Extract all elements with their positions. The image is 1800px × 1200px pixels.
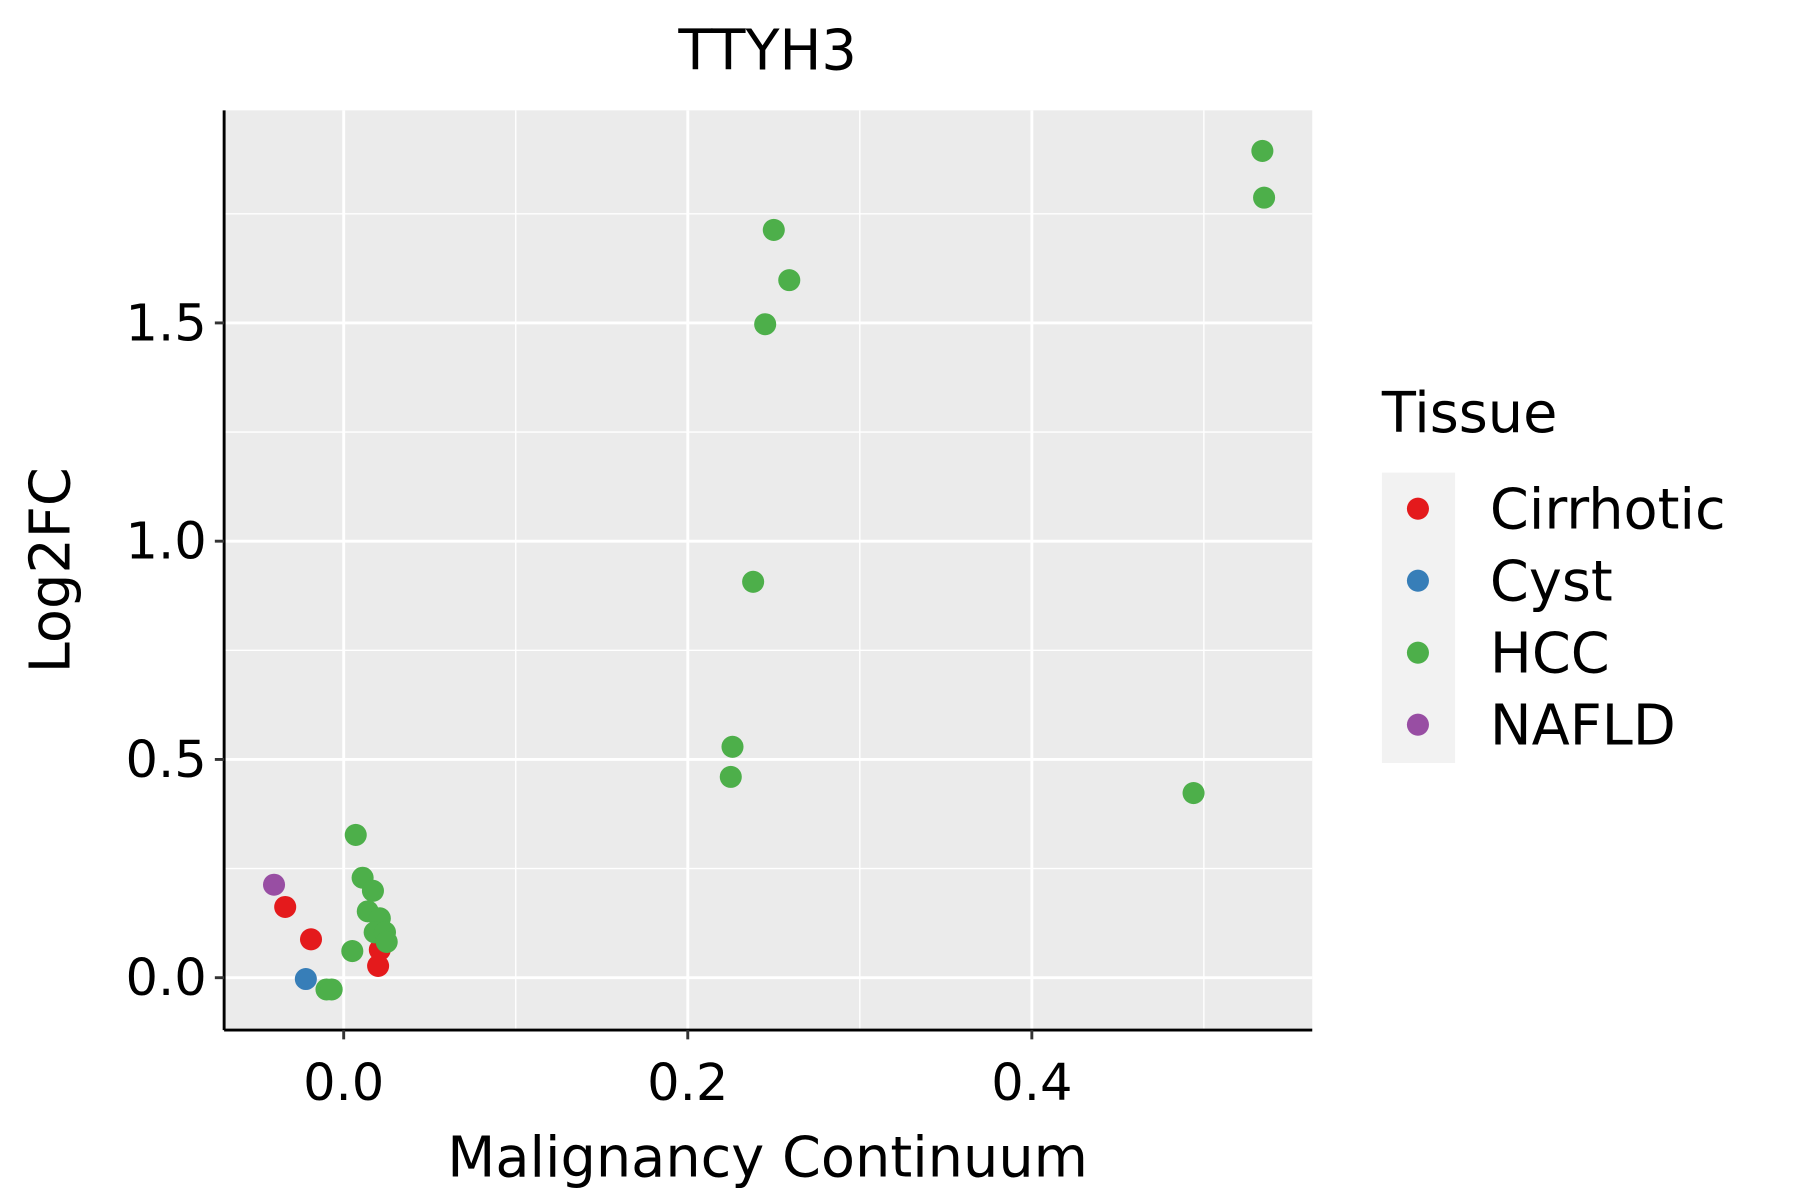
data-point-hcc <box>344 823 367 846</box>
data-point-hcc <box>1182 782 1205 805</box>
data-point-hcc <box>341 940 364 963</box>
y-tick-label: 0.5 <box>125 731 206 790</box>
data-point-hcc <box>361 879 384 902</box>
chart-title: TTYH3 <box>677 19 857 84</box>
points <box>262 139 1276 1001</box>
x-tick-label: 0.0 <box>303 1054 384 1113</box>
legend-key-hcc <box>1406 641 1429 664</box>
legend-key-cyst <box>1406 569 1429 592</box>
legend-key-nafld <box>1406 713 1429 736</box>
legend-label-cyst: Cyst <box>1490 549 1613 614</box>
data-point-cirrhotic <box>274 895 297 919</box>
legend-label-nafld: NAFLD <box>1490 693 1676 758</box>
data-point-hcc <box>375 930 398 953</box>
data-point-cirrhotic <box>299 928 323 951</box>
plot-panel <box>224 110 1313 1031</box>
y-axis-label: Log2FC <box>19 467 84 673</box>
legend-key-cirrhotic <box>1406 497 1429 520</box>
ticks: 0.0 0.2 0.4 0.0 0.5 1.0 1.5 <box>125 294 1072 1112</box>
data-point-hcc <box>320 978 343 1001</box>
data-point-cirrhotic <box>367 954 390 977</box>
data-point-hcc <box>719 765 742 788</box>
data-point-hcc <box>721 735 744 758</box>
data-point-hcc <box>1253 186 1276 209</box>
x-tick-label: 0.2 <box>647 1054 728 1113</box>
legend: Tissue Cirrhotic Cyst HCC NAFLD <box>1381 381 1726 763</box>
data-point-cyst <box>294 967 317 991</box>
legend-title: Tissue <box>1381 381 1558 446</box>
x-tick-label: 0.4 <box>991 1054 1072 1113</box>
y-tick-label: 0.0 <box>125 949 206 1008</box>
data-point-hcc <box>742 570 765 593</box>
data-point-hcc <box>1251 139 1274 162</box>
y-tick-label: 1.5 <box>125 294 206 353</box>
legend-label-cirrhotic: Cirrhotic <box>1490 477 1726 542</box>
legend-label-hcc: HCC <box>1490 621 1610 686</box>
data-point-hcc <box>778 269 801 292</box>
data-point-hcc <box>754 313 777 336</box>
data-point-hcc <box>762 218 785 241</box>
x-axis-label: Malignancy Continuum <box>447 1125 1088 1190</box>
data-point-nafld <box>262 873 286 896</box>
y-tick-label: 1.0 <box>125 513 206 572</box>
